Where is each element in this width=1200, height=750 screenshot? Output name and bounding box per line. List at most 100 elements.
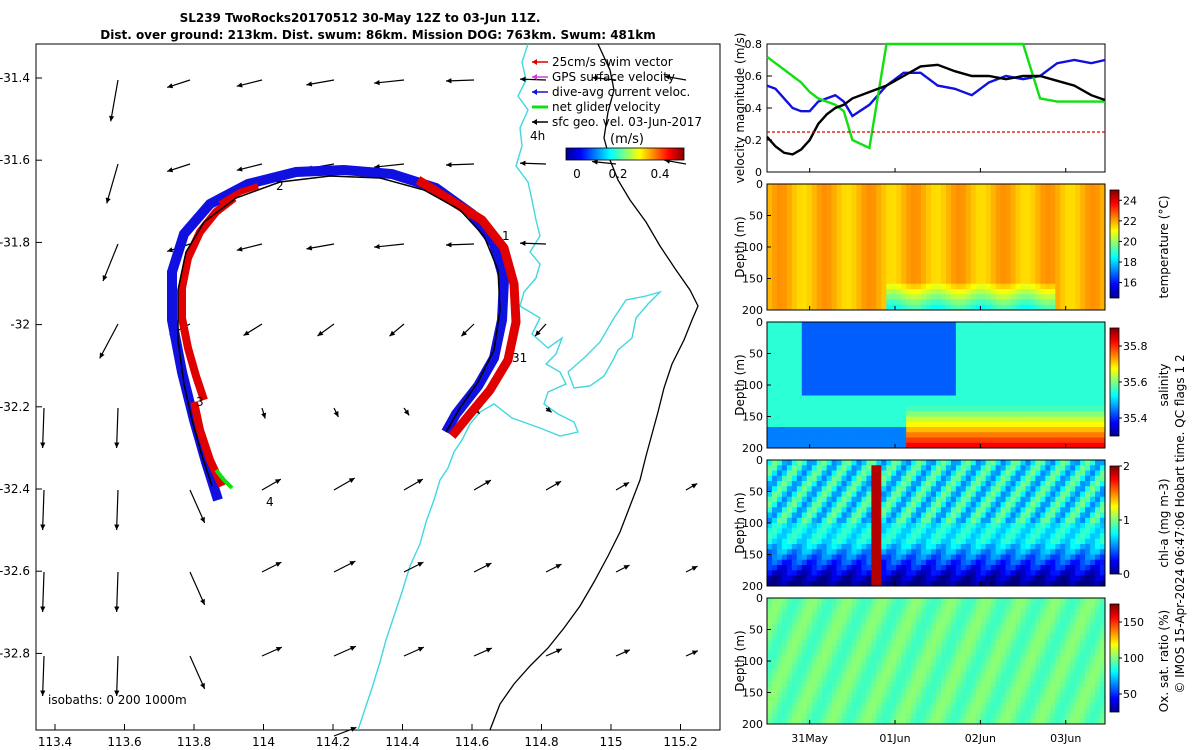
heatmap-cell xyxy=(781,322,788,328)
heatmap-cell xyxy=(916,491,922,498)
heatmap-cell xyxy=(1070,517,1076,524)
heatmap-cell xyxy=(791,533,798,540)
heatmap-cell xyxy=(846,194,852,201)
heatmap-cell xyxy=(1050,268,1056,274)
heatmap-cell xyxy=(1020,507,1026,513)
heatmap-cell xyxy=(791,379,798,386)
heatmap-cell xyxy=(771,554,778,561)
heatmap-cell xyxy=(916,210,922,216)
heatmap-cell xyxy=(1080,491,1086,498)
heatmap-cell xyxy=(1020,475,1026,482)
heatmap-cell xyxy=(1010,406,1016,412)
heatmap-cell xyxy=(1015,189,1021,195)
heatmap-cell xyxy=(1015,406,1021,412)
heatmap-cell xyxy=(841,507,847,513)
heatmap-cell xyxy=(1070,184,1076,190)
heatmap-cell xyxy=(1010,343,1016,349)
heatmap-cell xyxy=(936,481,942,487)
heatmap-cell xyxy=(960,470,967,477)
heatmap-cell xyxy=(816,268,823,274)
heatmap-cell xyxy=(1040,220,1046,227)
heatmap-cell xyxy=(1000,247,1006,253)
heatmap-cell xyxy=(806,481,813,487)
heatmap-cell xyxy=(1070,374,1076,381)
heatmap-cell xyxy=(940,322,947,328)
heatmap-cell xyxy=(891,348,897,354)
heatmap-cell xyxy=(950,486,957,492)
heatmap-cell xyxy=(985,549,992,555)
heatmap-cell xyxy=(975,337,982,344)
heatmap-cell xyxy=(950,374,957,381)
heatmap-cell xyxy=(811,337,818,344)
map-x-axis: 113.4 113.6 113.8 114 114.2 114.4 114.6 114.8 11… xyxy=(38,724,698,749)
heatmap-cell xyxy=(906,554,912,561)
geo-velocity-arrow xyxy=(114,489,120,530)
map-xtick-label: 113.6 xyxy=(107,735,141,749)
heatmap-cell xyxy=(871,283,877,290)
heatmap-cell xyxy=(856,374,862,381)
geo-velocity-arrow xyxy=(105,163,119,204)
heatmap-cell xyxy=(950,502,957,508)
heatmap-cell xyxy=(881,332,887,339)
heatmap-cell xyxy=(786,528,793,534)
heatmap-cell xyxy=(796,210,803,216)
heatmap-cell xyxy=(1065,327,1071,333)
heatmap-cell xyxy=(995,470,1002,477)
heatmap-cell xyxy=(901,205,907,211)
heatmap-cell xyxy=(906,205,912,211)
heatmap-cell xyxy=(767,247,773,253)
heatmap-cell xyxy=(960,247,967,253)
heatmap-cell xyxy=(806,199,813,206)
heatmap-cell xyxy=(866,512,872,519)
heatmap-cell xyxy=(836,421,842,428)
heatmap-cell xyxy=(960,262,967,269)
heatmap-cell xyxy=(1070,220,1076,227)
heatmap-cell xyxy=(960,554,967,561)
heatmap-cell xyxy=(1040,460,1046,466)
day-label-31: 31 xyxy=(512,351,527,365)
heatmap-cell xyxy=(1075,220,1081,227)
heatmap-cell xyxy=(791,427,798,433)
heatmap-cell xyxy=(866,517,872,524)
heatmap-cell xyxy=(1080,442,1086,449)
heatmap-cell xyxy=(821,210,828,216)
heatmap-cell xyxy=(856,226,862,232)
heatmap-cell xyxy=(1030,210,1036,216)
heatmap-cell xyxy=(906,411,912,417)
heatmap-cell xyxy=(950,322,957,328)
heatmap-cell xyxy=(856,210,862,216)
heatmap-cell xyxy=(771,226,778,232)
heatmap-cell xyxy=(876,512,882,519)
heatmap-cell xyxy=(936,374,942,381)
heatmap-cell xyxy=(886,432,892,438)
heatmap-cell xyxy=(975,481,982,487)
heatmap-cell xyxy=(871,496,877,503)
heatmap-cell xyxy=(911,528,917,534)
heatmap-cell xyxy=(901,460,907,466)
heatmap-cell xyxy=(955,304,962,311)
velocity-series xyxy=(766,42,1106,156)
heatmap-cell xyxy=(841,252,847,258)
heatmap-cell xyxy=(816,491,823,498)
heatmap-cell xyxy=(771,283,778,290)
heatmap-cell xyxy=(806,289,813,295)
map-xtick-label: 114.2 xyxy=(316,735,350,749)
heatmap-cell xyxy=(936,437,942,444)
heatmap-cell xyxy=(767,517,773,524)
heatmap-cell xyxy=(980,364,987,370)
heatmap-cell xyxy=(1035,460,1041,466)
heatmap-cell xyxy=(767,416,773,423)
heatmap-cell xyxy=(1000,507,1006,513)
heatmap-cell xyxy=(1035,481,1041,487)
heatmap-cell xyxy=(811,400,818,407)
heatmap-cell xyxy=(1060,273,1066,279)
heatmap-cell xyxy=(821,215,828,222)
heatmap-cell xyxy=(936,400,942,407)
heatmap-cell xyxy=(950,523,957,529)
heatmap-cell xyxy=(876,278,882,285)
heatmap-cell xyxy=(831,528,837,534)
heatmap-cell xyxy=(806,205,813,211)
heatmap-cell xyxy=(1090,348,1096,354)
heatmap-cell xyxy=(921,416,927,423)
